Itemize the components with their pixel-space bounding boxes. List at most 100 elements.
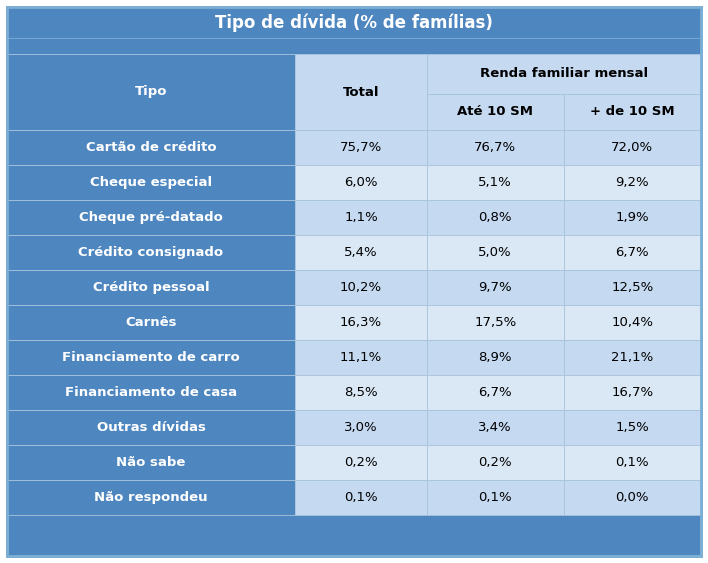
Text: 1,5%: 1,5% — [615, 421, 649, 434]
Text: 10,2%: 10,2% — [340, 281, 382, 294]
Text: 3,0%: 3,0% — [344, 421, 378, 434]
Text: Financiamento de casa: Financiamento de casa — [65, 386, 237, 399]
Bar — [427, 480, 564, 515]
Bar — [7, 270, 295, 305]
Bar — [427, 340, 564, 375]
Bar — [7, 340, 295, 375]
Bar — [295, 165, 427, 200]
Bar — [295, 375, 427, 410]
Text: 17,5%: 17,5% — [474, 316, 516, 329]
Text: Carnês: Carnês — [125, 316, 177, 329]
Text: Financiamento de carro: Financiamento de carro — [62, 351, 240, 364]
Bar — [427, 445, 564, 480]
Text: + de 10 SM: + de 10 SM — [590, 105, 675, 118]
Text: 10,4%: 10,4% — [611, 316, 653, 329]
Bar — [295, 130, 427, 165]
Bar — [295, 54, 427, 130]
Text: 0,1%: 0,1% — [615, 456, 649, 469]
Text: 16,3%: 16,3% — [340, 316, 382, 329]
Bar — [427, 375, 564, 410]
Bar — [7, 54, 295, 130]
Text: 16,7%: 16,7% — [611, 386, 653, 399]
Text: Crédito consignado: Crédito consignado — [79, 246, 224, 259]
Text: 8,5%: 8,5% — [344, 386, 378, 399]
Text: 5,4%: 5,4% — [344, 246, 378, 259]
Text: 5,0%: 5,0% — [479, 246, 512, 259]
Bar — [427, 165, 564, 200]
Bar — [7, 235, 295, 270]
Bar — [7, 130, 295, 165]
Text: 11,1%: 11,1% — [340, 351, 382, 364]
Text: Tipo de dívida (% de famílias): Tipo de dívida (% de famílias) — [215, 14, 493, 32]
Text: 9,2%: 9,2% — [615, 176, 649, 189]
Bar — [295, 305, 427, 340]
Bar — [564, 340, 701, 375]
Bar — [564, 305, 701, 340]
Bar — [295, 410, 427, 445]
Bar — [295, 445, 427, 480]
Bar — [295, 235, 427, 270]
Bar — [7, 375, 295, 410]
Bar — [427, 235, 564, 270]
Text: 76,7%: 76,7% — [474, 141, 516, 154]
Bar — [7, 7, 701, 38]
Bar — [295, 200, 427, 235]
Text: 1,1%: 1,1% — [344, 211, 378, 224]
Text: Crédito pessoal: Crédito pessoal — [93, 281, 210, 294]
Bar — [7, 480, 295, 515]
Text: Outras dívidas: Outras dívidas — [96, 421, 205, 434]
Text: Até 10 SM: Até 10 SM — [457, 105, 533, 118]
Bar — [295, 270, 427, 305]
Bar — [7, 165, 295, 200]
Bar — [564, 445, 701, 480]
Bar — [295, 340, 427, 375]
Bar — [564, 480, 701, 515]
Text: Não sabe: Não sabe — [116, 456, 185, 469]
Bar — [564, 235, 701, 270]
Bar — [427, 410, 564, 445]
Text: Renda familiar mensal: Renda familiar mensal — [480, 67, 648, 81]
Text: Cheque pré-datado: Cheque pré-datado — [79, 211, 223, 224]
Bar — [427, 54, 701, 93]
Text: 3,4%: 3,4% — [479, 421, 512, 434]
Bar — [427, 305, 564, 340]
Text: 0,0%: 0,0% — [615, 491, 649, 504]
Bar — [427, 270, 564, 305]
Text: Cartão de crédito: Cartão de crédito — [86, 141, 217, 154]
Text: 0,1%: 0,1% — [479, 491, 512, 504]
Bar — [7, 410, 295, 445]
Text: 72,0%: 72,0% — [611, 141, 653, 154]
Text: 6,7%: 6,7% — [479, 386, 512, 399]
Bar — [564, 93, 701, 130]
Text: 12,5%: 12,5% — [611, 281, 653, 294]
Text: 1,9%: 1,9% — [615, 211, 649, 224]
Text: Total: Total — [343, 86, 379, 99]
Bar — [564, 270, 701, 305]
Text: 0,2%: 0,2% — [344, 456, 378, 469]
Bar — [564, 130, 701, 165]
Bar — [7, 200, 295, 235]
Text: 0,1%: 0,1% — [344, 491, 378, 504]
Text: 0,8%: 0,8% — [479, 211, 512, 224]
Bar — [427, 130, 564, 165]
Text: 0,2%: 0,2% — [479, 456, 512, 469]
Text: 21,1%: 21,1% — [611, 351, 653, 364]
Bar — [564, 200, 701, 235]
Text: 8,9%: 8,9% — [479, 351, 512, 364]
Text: Tipo: Tipo — [135, 86, 167, 99]
Text: 5,1%: 5,1% — [479, 176, 512, 189]
Text: 6,0%: 6,0% — [344, 176, 377, 189]
Bar — [564, 410, 701, 445]
Bar — [427, 93, 564, 130]
Bar — [564, 375, 701, 410]
Bar — [7, 305, 295, 340]
Text: 75,7%: 75,7% — [340, 141, 382, 154]
Text: 9,7%: 9,7% — [479, 281, 512, 294]
Bar — [7, 445, 295, 480]
Text: Cheque especial: Cheque especial — [90, 176, 212, 189]
Bar — [564, 165, 701, 200]
Text: 6,7%: 6,7% — [615, 246, 649, 259]
Bar — [7, 38, 701, 54]
Bar — [427, 200, 564, 235]
Text: Não respondeu: Não respondeu — [94, 491, 208, 504]
